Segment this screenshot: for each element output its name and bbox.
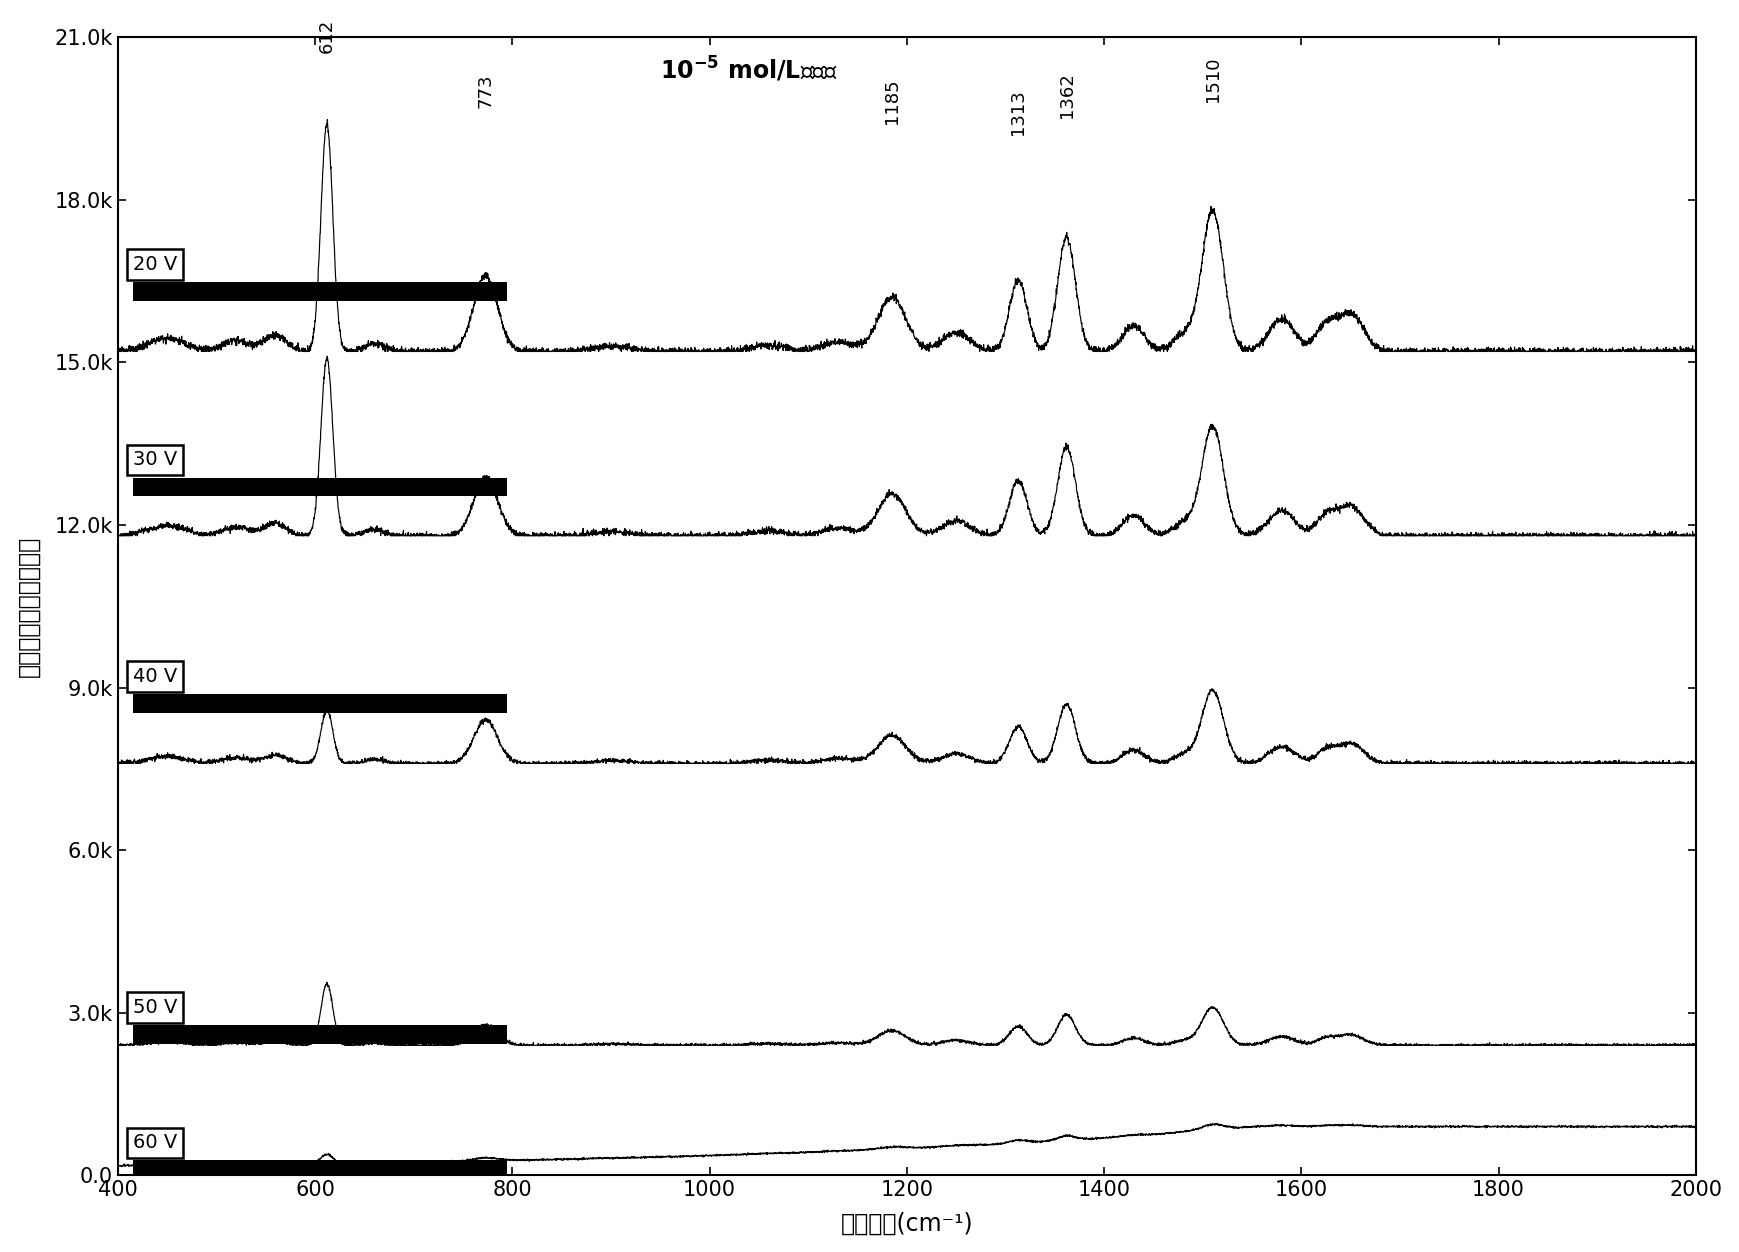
Text: 1185: 1185 (883, 78, 901, 124)
Text: 20 V: 20 V (132, 255, 177, 274)
Text: 1313: 1313 (1009, 89, 1028, 135)
Text: 50 V: 50 V (132, 998, 177, 1017)
Bar (132, 695, 508, 714)
Text: $\mathbf{10^{-5}}$ mol/L罗丹明: $\mathbf{10^{-5}}$ mol/L罗丹明 (661, 55, 838, 84)
Bar (132, 1161, 508, 1179)
Text: 40 V: 40 V (132, 667, 177, 686)
Text: 1362: 1362 (1057, 73, 1076, 119)
Bar (132, 283, 508, 302)
Bar (132, 1025, 508, 1044)
Text: 30 V: 30 V (132, 451, 177, 470)
Bar (132, 477, 508, 497)
X-axis label: 拉曼位移(cm⁻¹): 拉曼位移(cm⁻¹) (840, 1212, 974, 1236)
Text: 773: 773 (476, 73, 494, 108)
Text: 612: 612 (318, 19, 336, 54)
Y-axis label: 相对强度（任意单位）: 相对强度（任意单位） (17, 536, 40, 677)
Text: 1510: 1510 (1203, 56, 1221, 103)
Text: 60 V: 60 V (132, 1133, 177, 1152)
